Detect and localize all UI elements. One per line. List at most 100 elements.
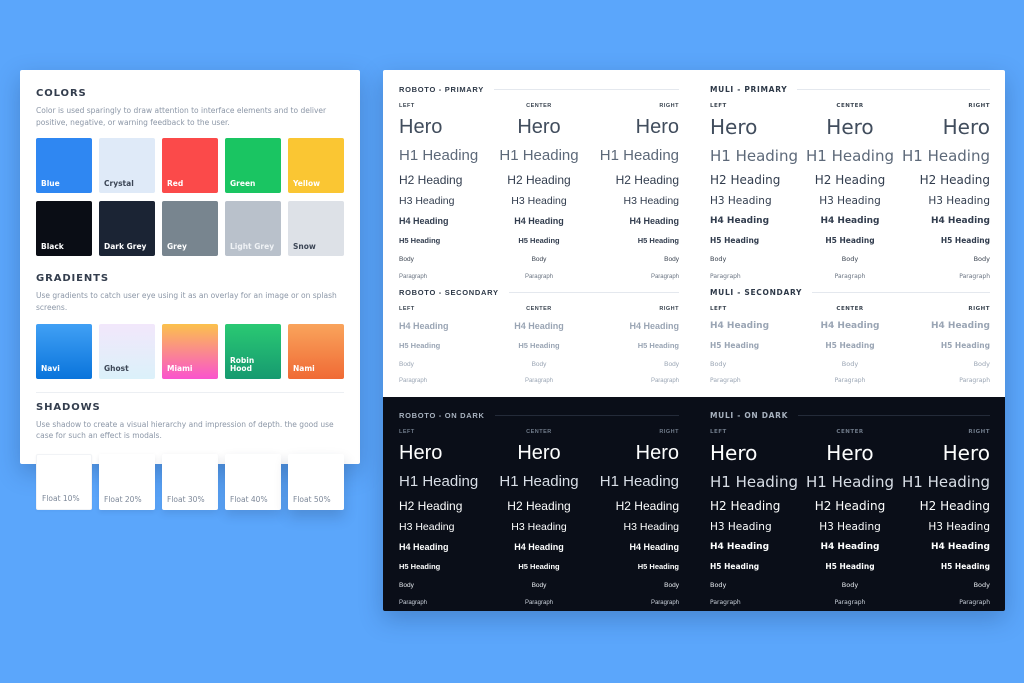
spec-h4-center: H4 Heading: [820, 321, 880, 331]
section-rule: [797, 89, 990, 90]
spec-h4-center: H4 Heading: [820, 216, 880, 227]
spec-h1-center: H1 Heading: [805, 473, 894, 491]
color-swatch-dark-grey: Dark Grey: [99, 201, 155, 257]
section-header: MULI - ON DARK: [710, 411, 990, 420]
spec-body-left: Body: [710, 360, 727, 369]
spec-h3-center: H3 Heading: [819, 520, 881, 533]
spec-row-paragraph: Paragraph Paragraph Paragraph: [399, 600, 679, 607]
spec-paragraph-center: Paragraph: [834, 598, 866, 606]
spec-h1-left: H1 Heading: [710, 147, 799, 165]
spec-body-left: Body: [399, 582, 414, 590]
spec-h5-left: H5 Heading: [399, 562, 441, 572]
color-swatch-snow: Snow: [288, 201, 344, 257]
color-swatch-grid: Blue Crystal Red Green Yellow Black Dark Grey G…: [36, 138, 344, 257]
spec-h2-center: H2 Heading: [814, 498, 886, 513]
spec-h4-left: H4 Heading: [710, 542, 770, 553]
spec-body-left: Body: [399, 256, 414, 264]
spec-h5-right: H5 Heading: [940, 562, 990, 572]
spec-row-paragraph: Paragraph Paragraph Paragraph: [710, 598, 990, 607]
spec-row-h2: H2 Heading H2 Heading H2 Heading: [399, 498, 679, 513]
swatch-label: Crystal: [104, 179, 134, 188]
spec-body-right: Body: [664, 361, 679, 369]
spec-hero-right: Hero: [635, 442, 679, 464]
spec-h3-left: H3 Heading: [710, 520, 772, 533]
section-title: ROBOTO - PRIMARY: [399, 85, 484, 94]
spec-row-h5: H5 Heading H5 Heading H5 Heading: [399, 562, 679, 572]
swatch-label: Green: [230, 179, 256, 188]
spec-paragraph-left: Paragraph: [399, 599, 428, 606]
column-headers: LEFT CENTER RIGHT: [399, 103, 679, 109]
spec-h2-center: H2 Heading: [507, 172, 571, 187]
shadow-card-grid: Float 10% Float 20% Float 30% Float 40% Floa…: [36, 453, 344, 510]
spec-row-h2: H2 Heading H2 Heading H2 Heading: [710, 498, 990, 513]
spec-h1-right: H1 Heading: [901, 147, 990, 165]
typo-section-roboto-secondary: ROBOTO - SECONDARY LEFT CENTER RIGHT H4 Head…: [383, 273, 694, 397]
spec-row-h5: H5 Heading H5 Heading H5 Heading: [710, 562, 990, 572]
spec-h4-right: H4 Heading: [629, 216, 679, 227]
spec-row-h3: H3 Heading H3 Heading H3 Heading: [399, 194, 679, 208]
spec-h4-left: H4 Heading: [710, 216, 770, 227]
spec-row-paragraph: Paragraph Paragraph Paragraph: [399, 378, 679, 385]
spec-h2-right: H2 Heading: [919, 172, 990, 187]
spec-hero-right: Hero: [635, 116, 679, 138]
section-title: MULI - ON DARK: [710, 411, 789, 420]
spec-row-h2: H2 Heading H2 Heading H2 Heading: [710, 172, 990, 187]
typo-section-roboto-primary: ROBOTO - PRIMARY LEFT CENTER RIGHT Hero Hero H…: [383, 70, 694, 280]
spec-h1-center: H1 Heading: [499, 473, 579, 490]
column-header-center: CENTER: [836, 429, 864, 435]
spec-row-body: Body Body Body: [710, 582, 990, 589]
spec-paragraph-center: Paragraph: [524, 273, 553, 280]
spec-h3-right: H3 Heading: [623, 520, 679, 533]
spec-body-center: Body: [841, 255, 859, 264]
typography-light-area: ROBOTO - PRIMARY LEFT CENTER RIGHT Hero Hero H…: [383, 70, 1005, 397]
swatch-label: Blue: [41, 179, 60, 188]
color-swatch-red: Red: [162, 138, 218, 194]
spec-row-hero: Hero Hero Hero: [710, 442, 990, 464]
spec-h1-right: H1 Heading: [901, 473, 990, 491]
colors-section-description: Color is used sparingly to draw attentio…: [36, 106, 327, 127]
spec-row-h5: H5 Heading H5 Heading H5 Heading: [710, 340, 990, 350]
column-header-center: CENTER: [836, 306, 864, 312]
section-title: MULI - PRIMARY: [710, 85, 788, 94]
spec-h5-left: H5 Heading: [710, 340, 760, 350]
spec-row-h2: H2 Heading H2 Heading H2 Heading: [399, 172, 679, 187]
shadow-card-label: Float 50%: [293, 494, 331, 504]
section-header: MULI - SECONDARY: [710, 288, 990, 297]
gradient-swatch-ghost: Ghost: [99, 323, 155, 379]
column-header-left: LEFT: [710, 306, 727, 312]
column-header-center: CENTER: [836, 103, 864, 109]
spec-h3-left: H3 Heading: [710, 194, 772, 207]
spec-body-right: Body: [973, 360, 990, 369]
column-headers: LEFT CENTER RIGHT: [710, 429, 990, 435]
spec-hero-left: Hero: [710, 441, 758, 465]
gradient-swatch-navi: Navi: [36, 323, 92, 379]
column-header-right: RIGHT: [968, 306, 990, 312]
spec-paragraph-center: Paragraph: [524, 378, 553, 385]
shadow-card-label: Float 20%: [104, 494, 142, 504]
spec-paragraph-center: Paragraph: [524, 599, 553, 606]
section-rule: [494, 415, 679, 416]
spec-h2-left: H2 Heading: [399, 172, 463, 187]
section-title: MULI - SECONDARY: [710, 288, 803, 297]
spec-h5-center: H5 Heading: [825, 236, 875, 246]
spec-h4-center: H4 Heading: [514, 321, 564, 331]
spec-h5-right: H5 Heading: [637, 340, 679, 350]
spec-h5-center: H5 Heading: [518, 562, 560, 572]
spec-h4-right: H4 Heading: [629, 321, 679, 331]
spec-row-h4: H4 Heading H4 Heading H4 Heading: [710, 542, 990, 553]
spec-h2-right: H2 Heading: [615, 498, 679, 513]
spec-h3-right: H3 Heading: [623, 194, 679, 207]
shadow-card-float-50: Float 50%: [288, 453, 344, 510]
spec-paragraph-left: Paragraph: [710, 272, 741, 280]
spec-h5-left: H5 Heading: [399, 340, 441, 350]
shadows-section-title: SHADOWS: [36, 401, 101, 413]
column-header-left: LEFT: [710, 103, 727, 109]
spec-h4-right: H4 Heading: [629, 542, 679, 553]
typo-section-muli-primary: MULI - PRIMARY LEFT CENTER RIGHT Hero Hero Her…: [694, 70, 1005, 279]
spec-hero-left: Hero: [399, 116, 443, 138]
section-rule: [812, 292, 990, 293]
section-rule: [798, 415, 990, 416]
spec-paragraph-right: Paragraph: [650, 273, 679, 280]
typography-dark-area: ROBOTO - ON DARK LEFT CENTER RIGHT Hero Hero H…: [383, 397, 1005, 611]
spec-h3-right: H3 Heading: [928, 194, 990, 207]
